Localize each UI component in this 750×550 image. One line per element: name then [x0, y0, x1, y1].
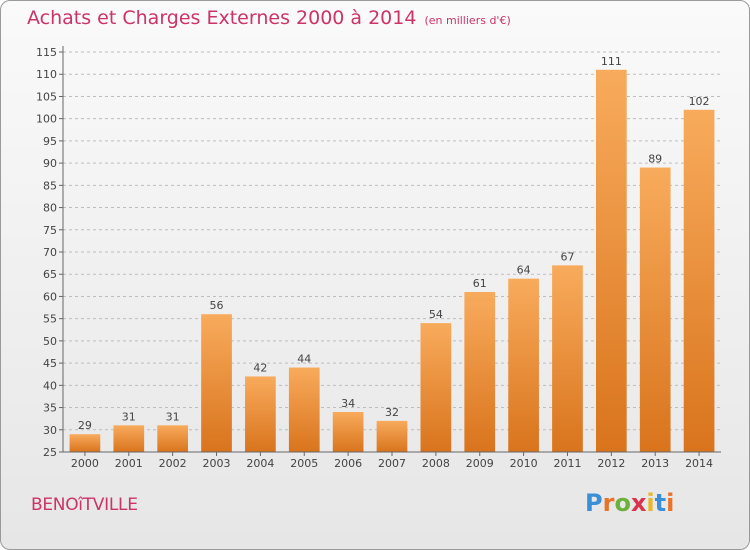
logo-letter: t: [654, 489, 667, 517]
bar-value-label: 67: [560, 250, 574, 263]
x-tick-label: 2004: [246, 457, 274, 470]
bar-value-label: 34: [341, 397, 355, 410]
y-tick-label: 105: [36, 90, 57, 103]
bar-value-label: 54: [429, 308, 443, 321]
x-tick-label: 2006: [334, 457, 362, 470]
x-tick-label: 2007: [378, 457, 406, 470]
y-tick-label: 55: [43, 313, 57, 326]
proxiti-logo: Proxiti: [585, 489, 674, 517]
bar: [113, 425, 145, 452]
y-tick-label: 80: [43, 202, 57, 215]
logo-letter: o: [614, 489, 631, 517]
x-tick-label: 2002: [159, 457, 187, 470]
bar: [69, 434, 101, 452]
y-tick-label: 95: [43, 135, 57, 148]
y-tick-label: 65: [43, 268, 57, 281]
axes: 25 30 35 40 45 50 55 60 65 70 75 80 85 90 95 100 105 110 1…: [36, 46, 721, 470]
y-tick-label: 75: [43, 224, 57, 237]
bar-value-label: 29: [78, 419, 92, 432]
bar: [639, 167, 671, 453]
y-tick-label: 85: [43, 179, 57, 192]
logo-letter: x: [630, 489, 647, 517]
y-tick-label: 100: [36, 113, 57, 126]
bar: [201, 314, 232, 452]
x-tick-label: 2010: [510, 457, 538, 470]
y-tick-label: 40: [43, 379, 57, 392]
bar-value-label: 89: [648, 153, 662, 166]
bar: [157, 425, 189, 452]
x-tick-label: 2013: [641, 457, 669, 470]
x-tick-label: 2014: [685, 457, 713, 470]
bar: [683, 109, 715, 453]
bar: [552, 265, 583, 452]
y-tick-label: 25: [43, 446, 57, 459]
bar-value-label: 31: [166, 410, 180, 423]
logo-letter: i: [666, 489, 675, 517]
bar: [288, 367, 320, 452]
y-tick-label: 50: [43, 335, 57, 348]
bar-value-label: 64: [517, 264, 531, 277]
bar-value-label: 111: [601, 55, 622, 68]
y-tick-label: 45: [43, 357, 57, 370]
town-name: BENOîTVILLE: [31, 495, 138, 515]
x-tick-label: 2001: [115, 457, 143, 470]
y-tick-label: 30: [43, 424, 57, 437]
bar: [245, 376, 276, 452]
bar-value-label: 42: [253, 361, 267, 374]
logo-letter: i: [646, 489, 655, 517]
x-tick-label: 2011: [553, 457, 581, 470]
x-tick-label: 2003: [203, 457, 231, 470]
bar-value-label: 102: [689, 95, 710, 108]
bar-value-label: 32: [385, 406, 399, 419]
bar-value-label: 44: [297, 353, 311, 366]
y-tick-label: 110: [36, 68, 57, 81]
y-tick-label: 90: [43, 157, 57, 170]
bar: [332, 412, 364, 452]
bars: 29 31 31 56 42 44 34 32 54 61 64 67 111 89 102: [69, 55, 715, 453]
y-tick-label: 70: [43, 246, 57, 259]
x-tick-label: 2012: [597, 457, 625, 470]
x-tick-label: 2009: [466, 457, 494, 470]
y-tick-label: 115: [36, 46, 57, 59]
chart-subtitle: (en milliers d'€): [424, 14, 511, 27]
bar: [464, 292, 496, 452]
logo-letter: r: [602, 489, 615, 517]
bar-value-label: 61: [473, 277, 487, 290]
bar-value-label: 31: [122, 410, 136, 423]
chart-title: Achats et Charges Externes 2000 à 2014 (e…: [27, 7, 511, 29]
x-tick-label: 2005: [290, 457, 318, 470]
logo-letter: P: [585, 489, 603, 517]
chart-title-text: Achats et Charges Externes 2000 à 2014: [27, 7, 417, 29]
bar-value-label: 56: [210, 299, 224, 312]
bar: [595, 69, 627, 453]
x-tick-label: 2008: [422, 457, 450, 470]
bar: [420, 323, 452, 452]
bar: [508, 278, 539, 452]
bar: [376, 420, 408, 452]
x-tick-label: 2000: [71, 457, 99, 470]
y-tick-label: 35: [43, 402, 57, 415]
y-tick-label: 60: [43, 290, 57, 303]
